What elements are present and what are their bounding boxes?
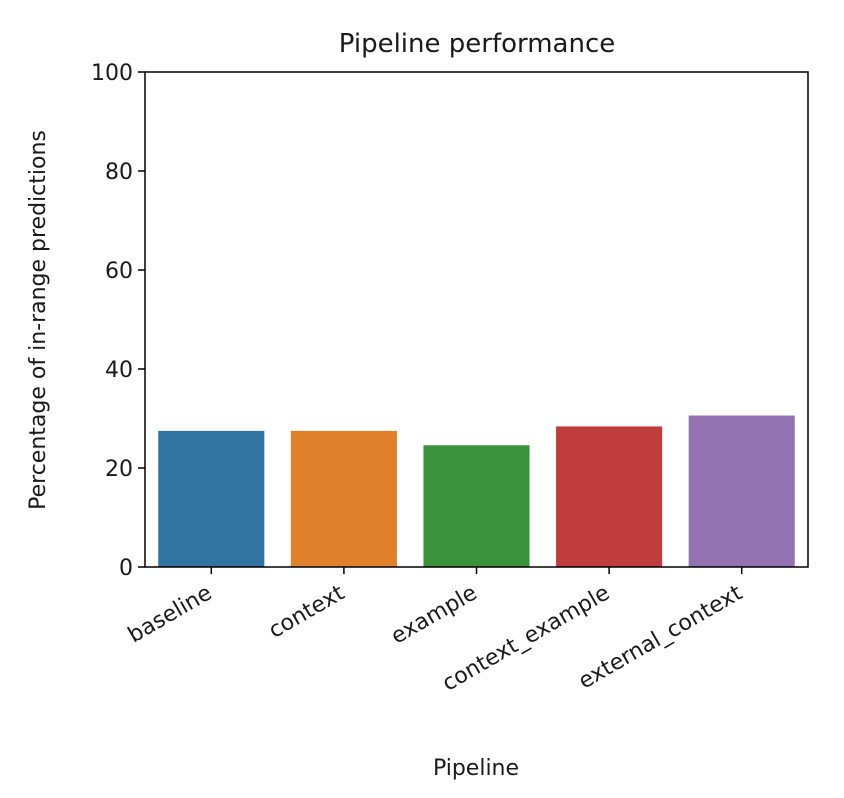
bar-external-context (688, 415, 795, 567)
bar-context (290, 430, 397, 567)
bars-group (158, 415, 795, 567)
y-tick-label: 0 (119, 556, 133, 581)
y-tick-label: 20 (105, 457, 133, 482)
x-tick-label-example: example (387, 581, 482, 650)
bar-example (423, 445, 530, 567)
x-tick-label-baseline: baseline (124, 581, 216, 649)
x-axis-ticks: baseline context examplecontext_exampleext… (124, 567, 747, 697)
bar-baseline (158, 430, 265, 567)
x-tick-label-context: context (265, 580, 350, 643)
y-tick-label: 100 (91, 61, 133, 86)
y-tick-label: 60 (105, 259, 133, 284)
x-axis-label: Pipeline (433, 756, 519, 781)
plot-frame (144, 71, 809, 568)
y-tick-label: 40 (105, 358, 133, 383)
chart-title: Pipeline performance (339, 29, 616, 59)
y-axis-label: Percentage of in-range predictions (26, 130, 51, 510)
y-axis-ticks: 0 20 40 60 80 100 (91, 61, 145, 581)
y-tick-label: 80 (105, 160, 133, 185)
bar-context-example (556, 426, 663, 567)
